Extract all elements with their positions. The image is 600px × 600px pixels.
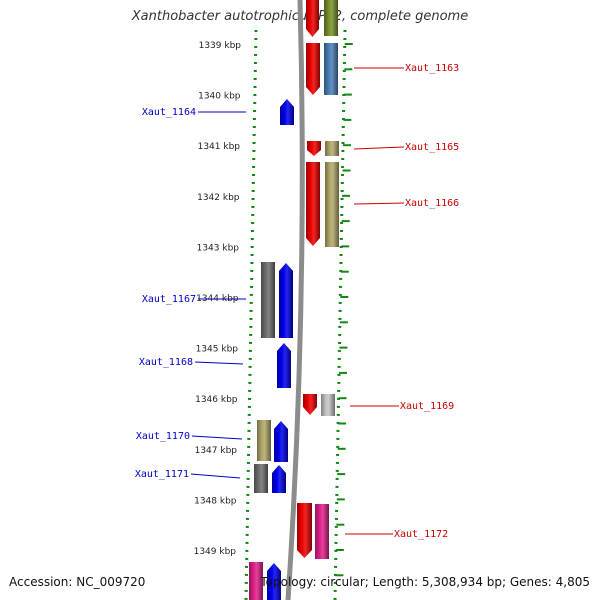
scale-label: 1346 kbp (195, 395, 238, 405)
gene-block (324, 43, 338, 95)
scale-label: 1340 kbp (198, 92, 241, 102)
gene-block (325, 162, 339, 247)
gene-label: Xaut_1164 (142, 107, 196, 118)
gene-block (254, 464, 268, 493)
right-boundary-dots (333, 29, 347, 600)
gene-leader-line (191, 435, 243, 440)
scale-label: 1341 kbp (198, 142, 241, 152)
scale-label: 1347 kbp (195, 446, 238, 456)
gene-leader-line (353, 146, 405, 150)
gene-block (315, 504, 329, 559)
gene-leader-line (353, 202, 405, 205)
gene-leader-line (190, 473, 241, 479)
gene-label: Xaut_1168 (139, 357, 193, 368)
gene-block (307, 141, 321, 156)
gene-block (257, 420, 271, 461)
gene-block (306, 0, 319, 37)
scale-label: 1349 kbp (194, 547, 237, 557)
gene-label: Xaut_1167 (142, 294, 196, 305)
gene-block (261, 262, 275, 338)
scale-label: 1343 kbp (197, 243, 240, 253)
gene-label: Xaut_1166 (405, 198, 459, 209)
gene-block (303, 394, 317, 415)
gene-block (306, 162, 320, 246)
gene-label: Xaut_1165 (405, 142, 459, 153)
gene-label: Xaut_1163 (405, 63, 459, 74)
gene-block (280, 99, 294, 125)
accession-text: Accession: NC_009720 (9, 575, 146, 589)
gene-block (321, 394, 335, 416)
gene-leader-line (194, 361, 244, 365)
left-boundary-dots (244, 29, 258, 600)
gene-label: Xaut_1171 (135, 469, 189, 480)
gene-block (325, 141, 339, 156)
gene-block (272, 465, 286, 493)
gene-block (306, 43, 320, 95)
scale-label: 1339 kbp (199, 41, 242, 51)
scale-label: 1342 kbp (197, 193, 240, 203)
scale-label: 1348 kbp (194, 496, 237, 506)
gene-block (297, 503, 312, 558)
gene-block (279, 263, 293, 338)
gene-block (267, 563, 281, 600)
gene-label: Xaut_1169 (400, 401, 454, 412)
chromosome-backbone (285, 0, 305, 600)
gene-block (274, 421, 288, 462)
gene-block (324, 0, 338, 36)
gene-label: Xaut_1170 (136, 431, 190, 442)
genome-summary-text: Topology: circular; Length: 5,308,934 bp… (260, 575, 590, 589)
scale-label: 1345 kbp (196, 345, 239, 355)
gene-block (277, 343, 291, 388)
gene-label: Xaut_1172 (394, 529, 448, 540)
gene-block (249, 562, 263, 600)
